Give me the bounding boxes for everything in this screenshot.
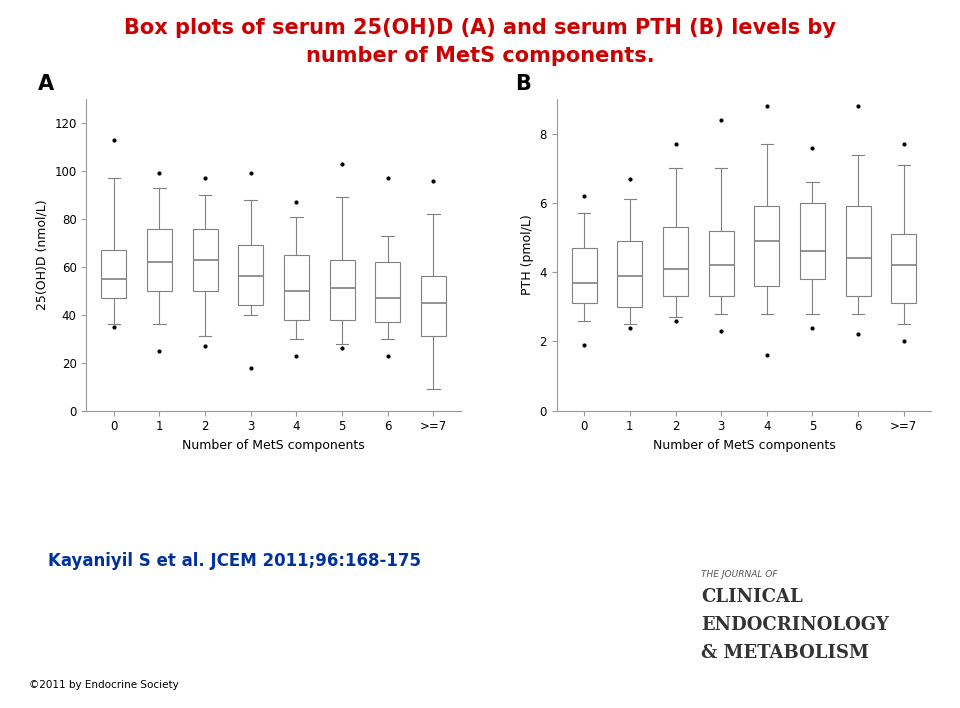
Text: THE JOURNAL OF: THE JOURNAL OF — [701, 570, 778, 579]
Y-axis label: PTH (pmol/L): PTH (pmol/L) — [521, 215, 534, 295]
Text: B: B — [516, 74, 532, 94]
Text: CLINICAL: CLINICAL — [701, 588, 803, 605]
Y-axis label: 25(OH)D (nmol/L): 25(OH)D (nmol/L) — [36, 200, 49, 310]
PathPatch shape — [846, 207, 871, 297]
PathPatch shape — [329, 260, 354, 319]
PathPatch shape — [617, 241, 642, 307]
Text: Box plots of serum 25(OH)D (A) and serum PTH (B) levels by: Box plots of serum 25(OH)D (A) and serum… — [124, 18, 836, 38]
Text: A: A — [37, 74, 54, 94]
X-axis label: Number of MetS components: Number of MetS components — [653, 439, 835, 452]
PathPatch shape — [571, 248, 597, 303]
Text: ©2011 by Endocrine Society: ©2011 by Endocrine Society — [29, 680, 179, 690]
PathPatch shape — [891, 234, 917, 303]
PathPatch shape — [375, 262, 400, 322]
PathPatch shape — [708, 231, 733, 297]
PathPatch shape — [284, 255, 309, 319]
Text: ENDOCRINOLOGY: ENDOCRINOLOGY — [701, 616, 889, 634]
PathPatch shape — [755, 207, 780, 286]
PathPatch shape — [193, 229, 218, 291]
PathPatch shape — [420, 276, 446, 336]
PathPatch shape — [147, 229, 172, 291]
PathPatch shape — [101, 250, 127, 298]
PathPatch shape — [663, 227, 688, 297]
Text: & METABOLISM: & METABOLISM — [701, 644, 869, 662]
Text: number of MetS components.: number of MetS components. — [305, 46, 655, 66]
X-axis label: Number of MetS components: Number of MetS components — [182, 439, 365, 452]
PathPatch shape — [800, 203, 825, 279]
PathPatch shape — [238, 245, 263, 305]
Text: Kayaniyil S et al. JCEM 2011;96:168-175: Kayaniyil S et al. JCEM 2011;96:168-175 — [48, 552, 421, 570]
